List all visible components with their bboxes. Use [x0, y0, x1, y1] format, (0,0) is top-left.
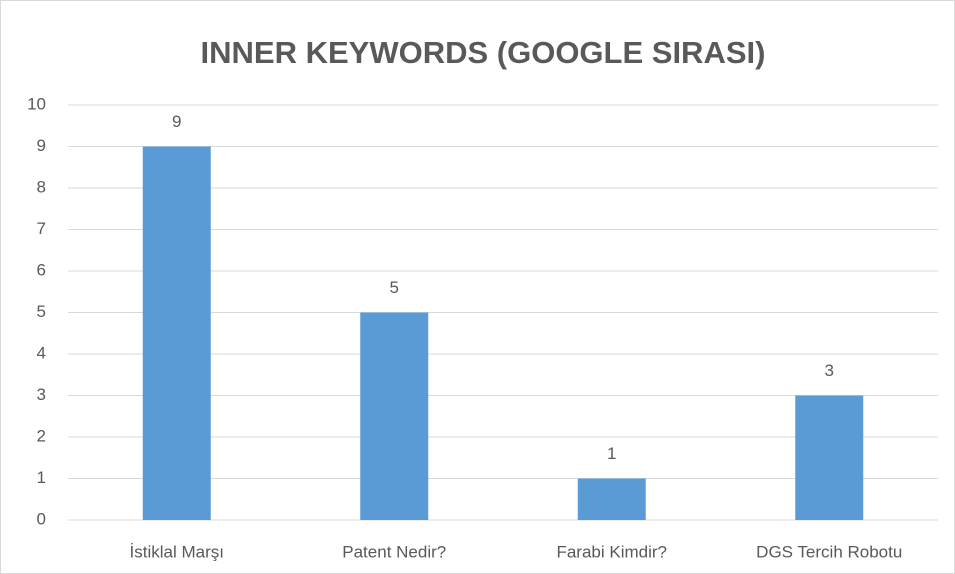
- data-label: 9: [172, 112, 181, 131]
- y-tick-label: 0: [37, 509, 46, 528]
- bar: [795, 395, 864, 520]
- bar: [360, 312, 429, 520]
- x-tick-label: Patent Nedir?: [342, 542, 446, 561]
- y-tick-label: 10: [27, 94, 46, 113]
- data-label: 3: [825, 361, 834, 380]
- y-tick-label: 9: [37, 136, 46, 155]
- data-label: 1: [607, 444, 616, 463]
- x-tick-label: Farabi Kimdir?: [556, 542, 667, 561]
- data-label: 5: [390, 278, 399, 297]
- bar: [577, 478, 646, 520]
- x-tick-label: DGS Tercih Robotu: [756, 542, 902, 561]
- y-tick-label: 2: [37, 426, 46, 445]
- y-tick-label: 8: [37, 177, 46, 196]
- bar: [142, 146, 211, 520]
- y-tick-label: 5: [37, 302, 46, 321]
- y-tick-label: 6: [37, 260, 46, 279]
- x-tick-label: İstiklal Marşı: [130, 542, 224, 561]
- y-tick-label: 1: [37, 468, 46, 487]
- chart-title: INNER KEYWORDS (GOOGLE SIRASI): [201, 35, 766, 70]
- y-tick-label: 3: [37, 385, 46, 404]
- y-tick-label: 4: [37, 343, 46, 362]
- y-tick-label: 7: [37, 219, 46, 238]
